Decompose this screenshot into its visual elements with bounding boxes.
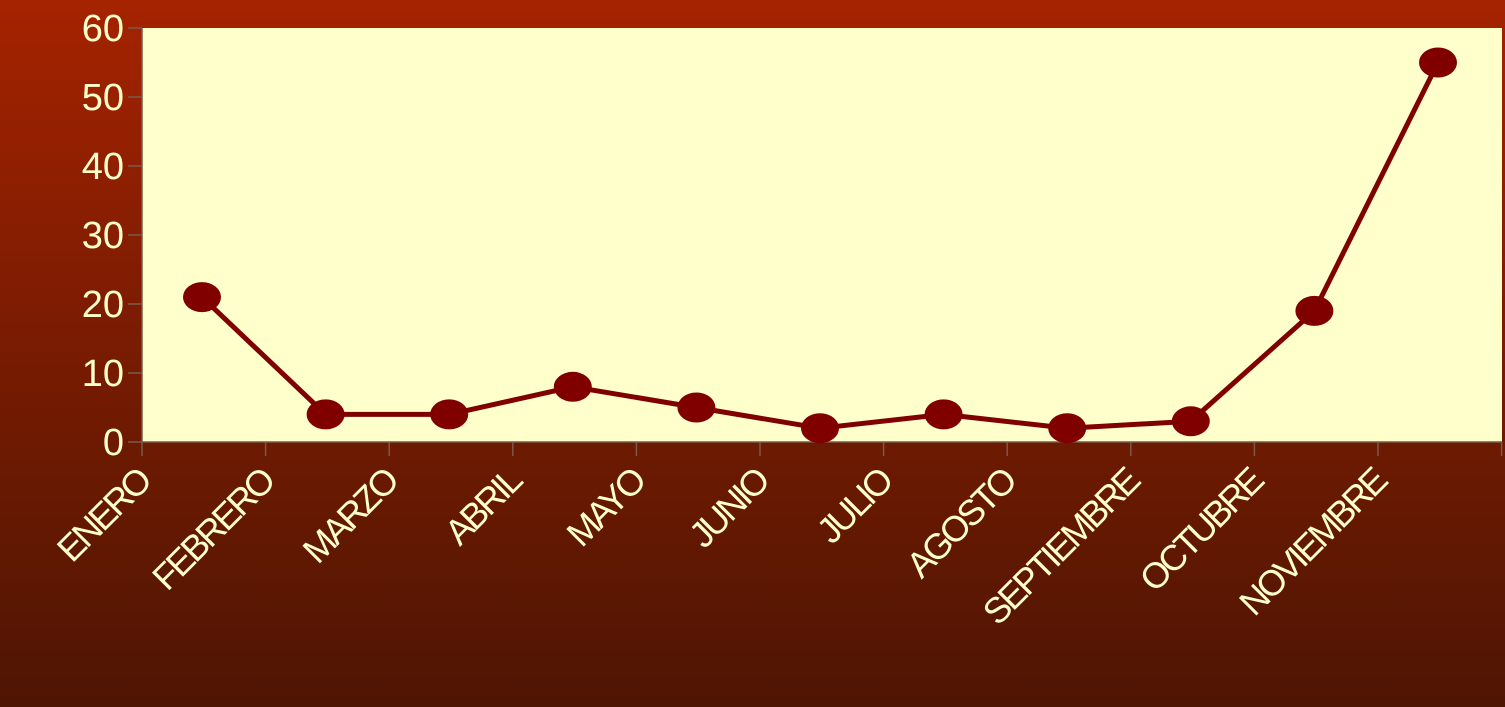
x-tick-label: ENERO bbox=[49, 459, 159, 569]
series-layer bbox=[183, 47, 1457, 444]
data-point bbox=[183, 282, 221, 313]
data-point bbox=[801, 413, 839, 444]
data-point bbox=[553, 371, 592, 402]
y-tick-label: 10 bbox=[82, 353, 124, 395]
data-point bbox=[1171, 406, 1210, 437]
y-tick-label: 60 bbox=[82, 8, 124, 50]
x-tick-label: AGOSTO bbox=[898, 459, 1024, 585]
y-tick-label: 20 bbox=[82, 284, 124, 326]
data-point bbox=[1295, 295, 1334, 326]
data-point bbox=[1048, 413, 1087, 444]
x-tick-label: ABRIL bbox=[436, 459, 529, 552]
x-tick-label: JUNIO bbox=[681, 459, 777, 555]
plot-area bbox=[142, 28, 1502, 442]
data-point bbox=[430, 399, 469, 430]
data-point bbox=[1419, 47, 1457, 78]
y-tick-label: 30 bbox=[82, 215, 124, 257]
y-tick-label: 0 bbox=[103, 422, 124, 464]
y-tick-label: 40 bbox=[82, 146, 124, 188]
y-tick-label: 50 bbox=[82, 77, 124, 119]
data-point bbox=[677, 392, 716, 423]
x-tick-label: FEBRERO bbox=[144, 459, 283, 598]
data-point bbox=[924, 399, 963, 430]
data-point bbox=[306, 399, 345, 430]
x-tick-label: JULIO bbox=[809, 459, 901, 551]
x-tick-label: MAYO bbox=[558, 459, 653, 554]
y-axis: 0 10 20 30 40 50 60 bbox=[82, 8, 143, 464]
x-tick-label: MARZO bbox=[295, 459, 407, 571]
